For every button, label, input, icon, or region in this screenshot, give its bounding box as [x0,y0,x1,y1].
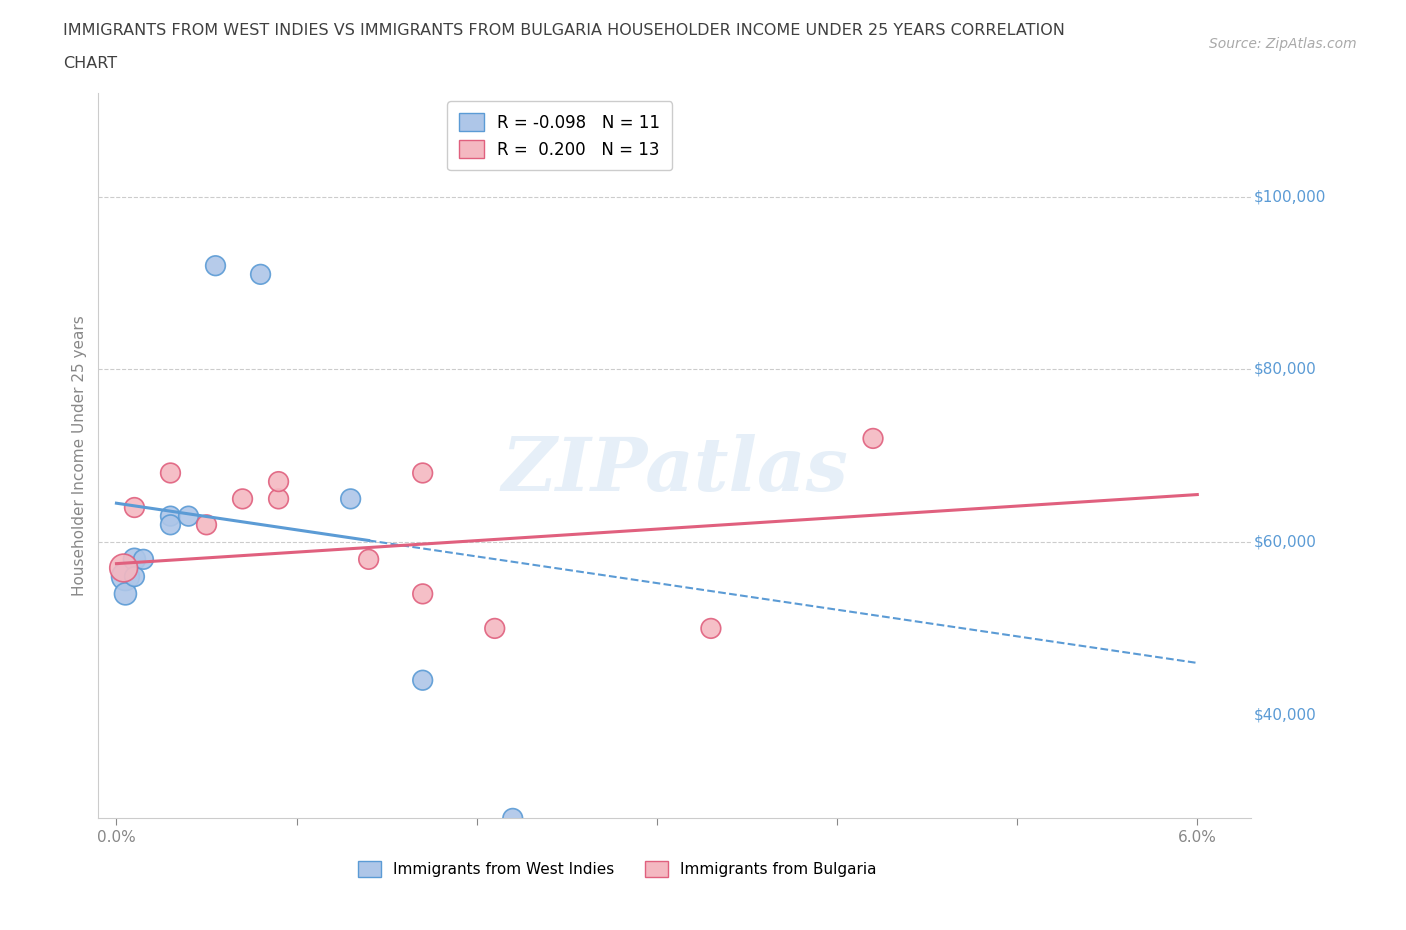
Point [231,491,254,506]
Text: ZIPatlas: ZIPatlas [502,434,848,507]
Legend: Immigrants from West Indies, Immigrants from Bulgaria: Immigrants from West Indies, Immigrants … [352,855,883,884]
Point [502,811,524,826]
Text: IMMIGRANTS FROM WEST INDIES VS IMMIGRANTS FROM BULGARIA HOUSEHOLDER INCOME UNDER: IMMIGRANTS FROM WEST INDIES VS IMMIGRANT… [63,23,1066,38]
Point [267,474,290,489]
Point [159,466,181,481]
Text: $80,000: $80,000 [1254,362,1316,377]
Point [412,466,434,481]
Point [249,267,271,282]
Point [114,569,136,584]
Point [177,509,200,524]
Point [339,491,361,506]
Text: $40,000: $40,000 [1254,708,1316,723]
Point [700,621,723,636]
Point [114,587,136,602]
Point [159,509,181,524]
Point [412,672,434,687]
Point [267,491,290,506]
Point [357,551,380,566]
Text: Source: ZipAtlas.com: Source: ZipAtlas.com [1209,37,1357,51]
Point [112,561,135,576]
Point [124,569,146,584]
Point [862,431,884,445]
Text: CHART: CHART [63,56,117,71]
Point [124,500,146,515]
Y-axis label: Householder Income Under 25 years: Householder Income Under 25 years [72,315,87,596]
Text: $60,000: $60,000 [1254,535,1316,550]
Point [204,259,226,273]
Point [412,587,434,602]
Point [195,517,218,532]
Text: $100,000: $100,000 [1254,189,1326,204]
Point [159,517,181,532]
Point [484,621,506,636]
Point [124,551,146,566]
Point [132,551,155,566]
